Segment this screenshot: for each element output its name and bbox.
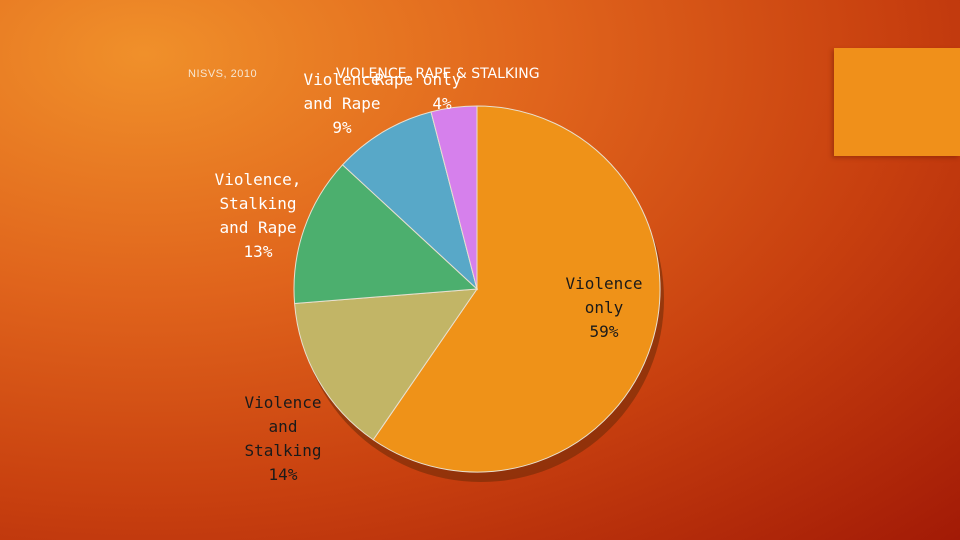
pie-slice-3 xyxy=(341,111,478,291)
pie-slice-1 xyxy=(294,288,479,441)
slice-label-violence-only: Violence only 59% xyxy=(565,274,643,341)
slice-label-rape-only: Rape only 4% xyxy=(374,70,462,113)
accent-box xyxy=(834,48,960,156)
slice-label-violence-stalking-rape: Violence, Stalking and Rape 13% xyxy=(214,170,302,261)
slice-label-violence-rape: Violence and Rape 9% xyxy=(303,70,381,137)
chart-title: VIOLENCE, RAPE & STALKING xyxy=(336,66,540,82)
slice-label-violence-stalking: Violence and Stalking 14% xyxy=(244,393,322,484)
pie-slice-0 xyxy=(372,105,661,473)
source-note: NISVS, 2010 xyxy=(188,68,258,80)
pie-slice-4 xyxy=(430,105,478,290)
pie-slice-2 xyxy=(293,164,479,305)
